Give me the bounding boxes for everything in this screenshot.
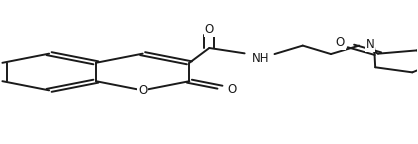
Text: O: O [138,84,147,97]
Text: O: O [205,23,214,36]
Text: O: O [336,36,345,50]
Text: N: N [366,38,375,51]
Text: O: O [227,83,237,96]
Text: NH: NH [252,52,269,65]
